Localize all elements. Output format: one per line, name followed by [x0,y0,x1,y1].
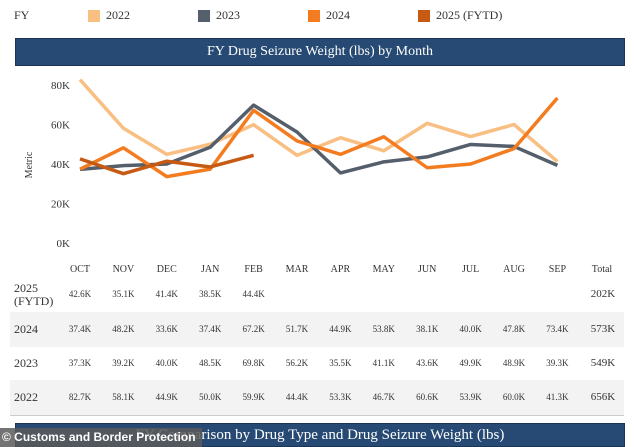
y-tick-label: 60K [51,120,70,132]
x-tick-label: MAR [286,264,309,275]
table-cell: 41.4K [155,289,178,299]
table-divider [10,415,624,416]
table-cell: 50.0K [199,391,222,402]
legend-swatch [198,9,210,22]
legend-swatch [88,9,100,22]
row-label: 2023 [14,355,38,370]
table-cell: 44.9K [155,391,178,402]
row-total: 549K [590,356,616,369]
table-cell: 41.3K [546,391,569,402]
x-tick-label: JUL [462,264,479,275]
row-label: 2024 [14,321,38,336]
row-band [10,312,624,347]
table-cell: 51.7K [285,323,309,334]
table-cell: 35.5K [329,357,352,368]
legend-label: 2023 [216,8,240,22]
table-cell: 59.9K [242,391,265,402]
legend-label: 2022 [106,8,130,22]
table-cell: 53.3K [329,391,352,402]
legend-label: 2025 (FYTD) [436,8,503,22]
legend-swatch [418,9,430,22]
row-label: 2022 [14,389,38,404]
x-tick-label: NOV [113,264,135,275]
table-cell: 69.8K [242,357,265,368]
x-tick-label: FEB [244,264,263,275]
table-cell: 37.4K [199,323,222,334]
total-header: Total [592,264,613,275]
y-tick-label: 0K [57,238,71,250]
chart-title-banner: FY Drug Seizure Weight (lbs) by Month [15,38,625,66]
table-cell: 40.0K [459,323,482,334]
table-cell: 44.9K [329,323,352,334]
table-cell: 39.2K [112,357,135,368]
legend-item-2024[interactable]: 2024 [308,8,350,23]
table-cell: 41.1K [372,357,395,368]
table-cell: 56.2K [285,357,309,368]
table-cell: 40.0K [155,357,178,368]
table-cell: 48.2K [112,323,135,334]
row-label: 2025 (FYTD) [14,281,54,308]
table-cell: 53.9K [459,391,482,402]
y-tick-label: 40K [51,159,70,171]
table-cell: 58.1K [112,391,135,402]
table-cell: 38.1K [416,323,439,334]
series-line-2023 [79,103,559,175]
table-cell: 60.0K [502,391,526,402]
table-cell: 53.8K [372,323,395,334]
row-total: 656K [590,390,616,403]
table-cell: 73.4K [546,323,569,334]
table-cell: 42.6K [68,289,92,299]
x-tick-label: JUN [418,264,436,275]
x-tick-label: MAY [373,264,395,275]
table-cell: 33.6K [155,323,178,334]
x-tick-label: AUG [503,264,525,275]
table-cell: 43.6K [416,357,439,368]
y-tick-label: 80K [51,80,70,92]
table-cell: 44.4K [285,391,309,402]
table-cell: 46.7K [372,391,395,402]
legend-title: FY [14,8,30,22]
series-line-2024 [79,96,559,179]
x-tick-label: JAN [201,264,219,275]
x-tick-label: OCT [70,264,90,275]
legend-item-2023[interactable]: 2023 [198,8,240,23]
table-cell: 47.8K [502,323,526,334]
x-tick-label: APR [331,264,351,275]
table-cell: 82.7K [68,391,92,402]
photo-credit: © Customs and Border Protection [0,428,202,447]
x-tick-label: DEC [157,264,177,275]
y-axis-label: Metric [24,151,35,178]
table-cell: 49.9K [459,357,482,368]
table-cell: 48.5K [199,357,222,368]
legend-label: 2024 [326,8,350,22]
table-cell: 37.3K [68,357,92,368]
x-tick-label: SEP [549,264,567,275]
legend-swatch [308,9,320,22]
table-cell: 60.6K [416,391,439,402]
row-total: 202K [590,288,616,300]
table-cell: 48.9K [502,357,526,368]
table-cell: 35.1K [112,289,135,299]
table-cell: 44.4K [242,289,265,299]
table-cell: 37.4K [68,323,92,334]
table-cell: 67.2K [242,323,265,334]
table-cell: 38.5K [199,289,222,299]
y-tick-label: 20K [51,199,70,211]
row-total: 573K [590,322,616,335]
series-line-2025 [79,153,255,176]
legend-item-2025[interactable]: 2025 (FYTD) [418,8,502,23]
legend-item-2022[interactable]: 2022 [88,8,130,23]
row-band [10,380,624,415]
table-cell: 39.3K [546,357,569,368]
line-chart: Metric 0K 20K 40K 60K 80K OCT NOV DEC JAN FEB MAR AP… [24,78,613,275]
